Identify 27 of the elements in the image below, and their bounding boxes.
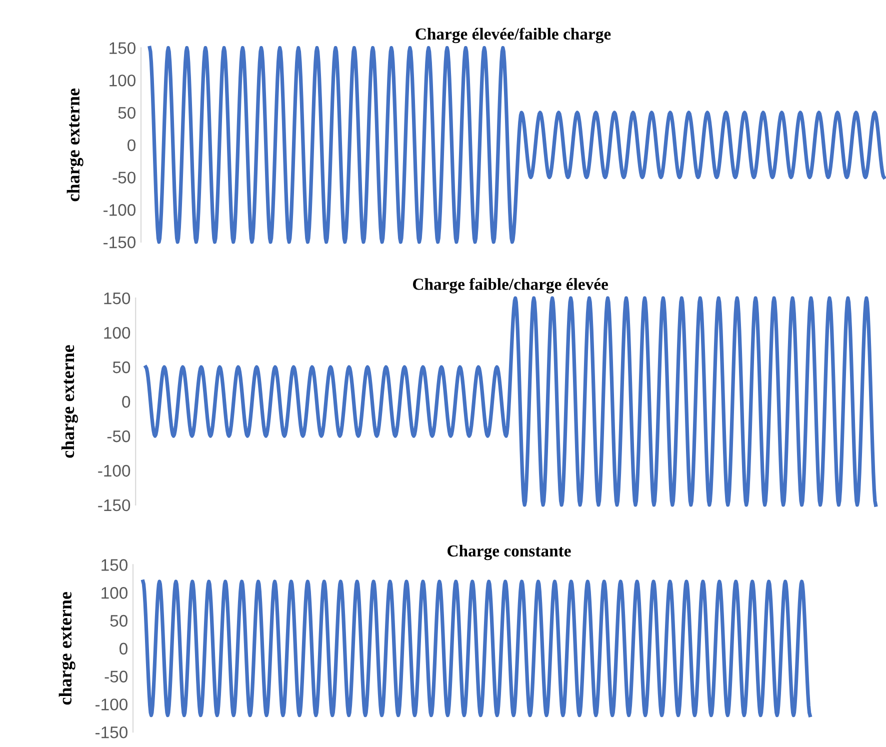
y-tick-label: -100 <box>104 204 136 216</box>
y-tick-label: 0 <box>122 396 130 408</box>
y-tick-label: 50 <box>112 361 130 374</box>
y-axis-title: charge externe <box>58 592 76 705</box>
chart-title: Charge faible/charge élevée <box>413 278 608 294</box>
y-tick-label: 100 <box>110 74 136 86</box>
y-tick-label: 150 <box>104 292 130 304</box>
y-tick-label: 50 <box>110 614 128 627</box>
y-tick-label: -100 <box>98 464 130 477</box>
y-tick-label: -50 <box>104 670 128 682</box>
y-tick-label: -150 <box>96 726 128 738</box>
chart-title: Charge élevée/faible charge <box>416 28 611 44</box>
y-tick-label: -100 <box>96 698 128 710</box>
y-tick-label: 150 <box>102 559 128 571</box>
y-tick-label: -150 <box>98 499 130 512</box>
y-tick-label: -150 <box>104 236 136 248</box>
y-axis-title: charge externe <box>66 88 84 202</box>
y-axis-title: charge externe <box>61 345 78 458</box>
y-tick-label: 100 <box>104 326 130 339</box>
y-tick-label: -50 <box>112 172 136 184</box>
y-tick-label: 0 <box>128 139 136 152</box>
y-tick-label: 100 <box>102 587 128 599</box>
y-tick-label: 0 <box>120 642 128 655</box>
y-tick-label: 50 <box>118 106 136 119</box>
y-tick-label: 150 <box>110 42 136 54</box>
y-tick-label: -50 <box>107 430 130 442</box>
chart-title: Charge constante <box>448 544 571 560</box>
